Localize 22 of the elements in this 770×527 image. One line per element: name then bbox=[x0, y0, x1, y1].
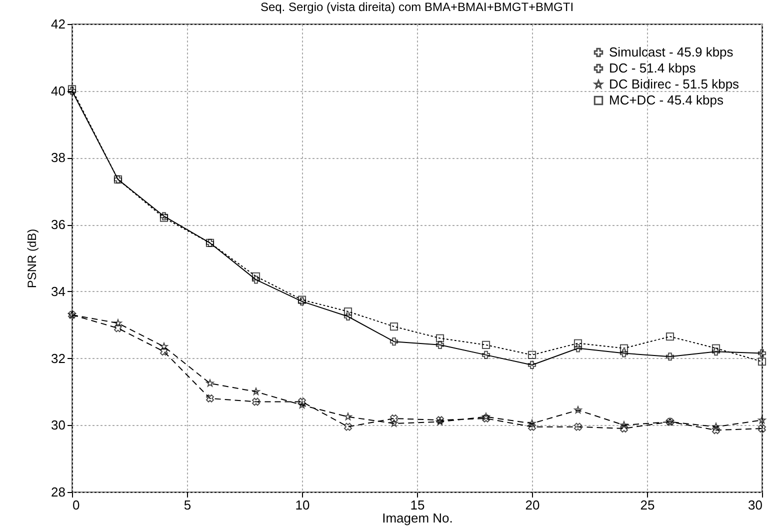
x-tick-label: 20 bbox=[525, 498, 540, 512]
y-axis-title: PSNR (dB) bbox=[25, 228, 40, 288]
x-tick-label: 15 bbox=[410, 498, 425, 512]
y-tick-label: 28 bbox=[51, 484, 66, 500]
x-tick-label: 5 bbox=[184, 498, 192, 512]
y-tick-label: 34 bbox=[51, 284, 66, 299]
x-axis-title: Imagem No. bbox=[382, 510, 453, 526]
x-tick-label: 10 bbox=[295, 498, 310, 512]
y-tick-label: 38 bbox=[51, 150, 66, 166]
y-tick-label: 30 bbox=[51, 418, 66, 433]
legend-label: DC Bidirec - 51.5 kbps bbox=[609, 76, 740, 92]
legend-label: Simulcast - 45.9 kbps bbox=[609, 44, 734, 60]
y-tick-label: 32 bbox=[51, 350, 66, 366]
x-tick-label: 0 bbox=[72, 498, 80, 512]
y-tick-label: 42 bbox=[51, 16, 66, 32]
x-tick-label: 25 bbox=[640, 498, 655, 512]
y-tick-label: 40 bbox=[51, 83, 66, 98]
chart-title: Seq. Sergio (vista direita) com BMA+BMAI+BMGT+BMGTI bbox=[260, 0, 574, 14]
legend-label: DC - 51.4 kbps bbox=[609, 60, 696, 76]
x-tick-label: 30 bbox=[748, 498, 762, 512]
legend-label: MC+DC - 45.4 kbps bbox=[609, 92, 724, 108]
y-tick-label: 36 bbox=[51, 217, 66, 232]
